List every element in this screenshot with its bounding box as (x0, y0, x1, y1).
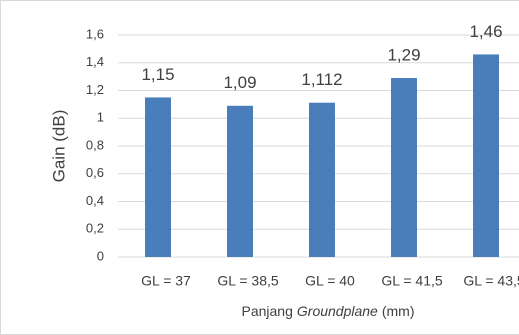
y-tick-label: 0,6 (86, 165, 104, 180)
y-tick-label: 1,4 (86, 54, 104, 69)
y-axis-label: Gain (dB) (49, 110, 68, 183)
bar (309, 102, 335, 258)
x-axis-label-part: Groundplane (297, 303, 378, 319)
y-tick-label: 1 (97, 110, 104, 125)
x-tick-label: GL = 40 (305, 273, 355, 289)
y-tick-label: 0,8 (86, 137, 104, 152)
value-label: 1,46 (469, 22, 502, 41)
bar (473, 54, 499, 257)
x-axis-label-part: (mm) (382, 303, 415, 319)
y-tick-label: 1,6 (86, 26, 104, 41)
x-axis-label: Panjang Groundplane (mm) (242, 303, 415, 319)
x-tick-label: GL = 37 (141, 273, 191, 289)
y-tick-label: 1,2 (86, 82, 104, 97)
x-tick-label: GL = 38,5 (217, 273, 279, 289)
y-tick-label: 0 (97, 248, 104, 263)
value-label: 1,15 (141, 65, 174, 84)
bar (227, 105, 253, 257)
bar (145, 97, 171, 257)
value-label: 1,09 (223, 73, 256, 92)
y-tick-label: 0,2 (86, 221, 104, 236)
bar (391, 78, 417, 257)
y-tick-label: 0,4 (86, 193, 104, 208)
x-axis-label-part: Panjang (242, 303, 293, 319)
value-label: 1,29 (387, 45, 420, 64)
x-tick-label: GL = 43,5 (463, 273, 519, 289)
x-tick-label: GL = 41,5 (381, 273, 443, 289)
value-label: 1,112 (301, 70, 342, 89)
